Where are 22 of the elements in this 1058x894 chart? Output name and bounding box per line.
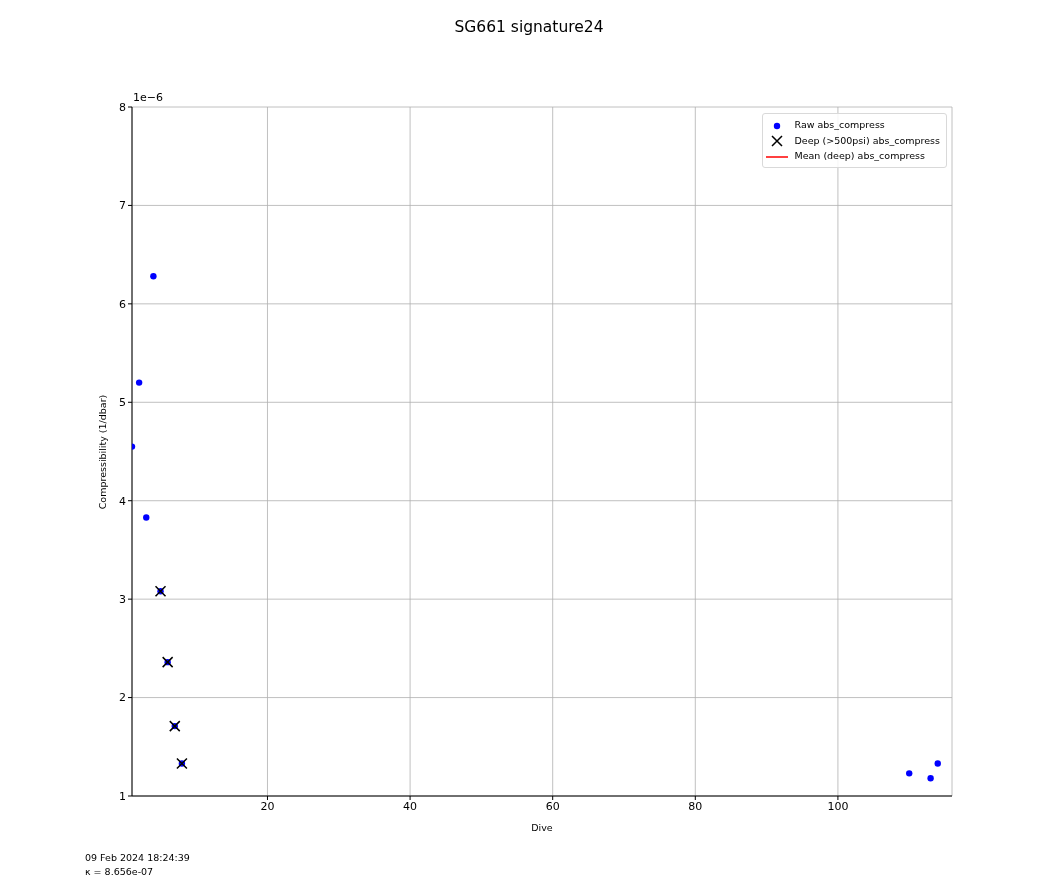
y-tick-label: 5: [119, 396, 126, 410]
y-tick-label: 7: [119, 199, 126, 213]
y-tick-label: 4: [119, 494, 126, 508]
y-tick-label: 2: [119, 691, 126, 705]
legend-label: Raw abs_compress: [794, 119, 885, 130]
x-tick-label: 20: [260, 799, 275, 813]
y-tick-label: 3: [119, 593, 126, 607]
text: 09 Feb 2024 18:24:39: [85, 851, 190, 865]
x-tick-label: 60: [545, 799, 560, 813]
y-axis-title: Compressibility (1/dbar): [97, 394, 109, 509]
y-tick-label: 1: [119, 789, 126, 803]
x-tick-label: 40: [403, 799, 418, 813]
text: κ = 8.656e-07: [85, 865, 154, 879]
chart-title: SG661 signature24: [454, 17, 604, 37]
x-tick-label: 100: [827, 799, 849, 813]
x-tick-label: 80: [688, 799, 703, 813]
y-tick-label: 8: [119, 100, 126, 114]
x-axis-title: Dive: [531, 822, 553, 834]
legend-label: Deep (>500psi) abs_compress: [794, 134, 940, 146]
y-tick-label: 6: [119, 297, 126, 311]
text: 1e−6: [133, 91, 163, 105]
legend-label: Mean (deep) abs_compress: [794, 150, 925, 161]
